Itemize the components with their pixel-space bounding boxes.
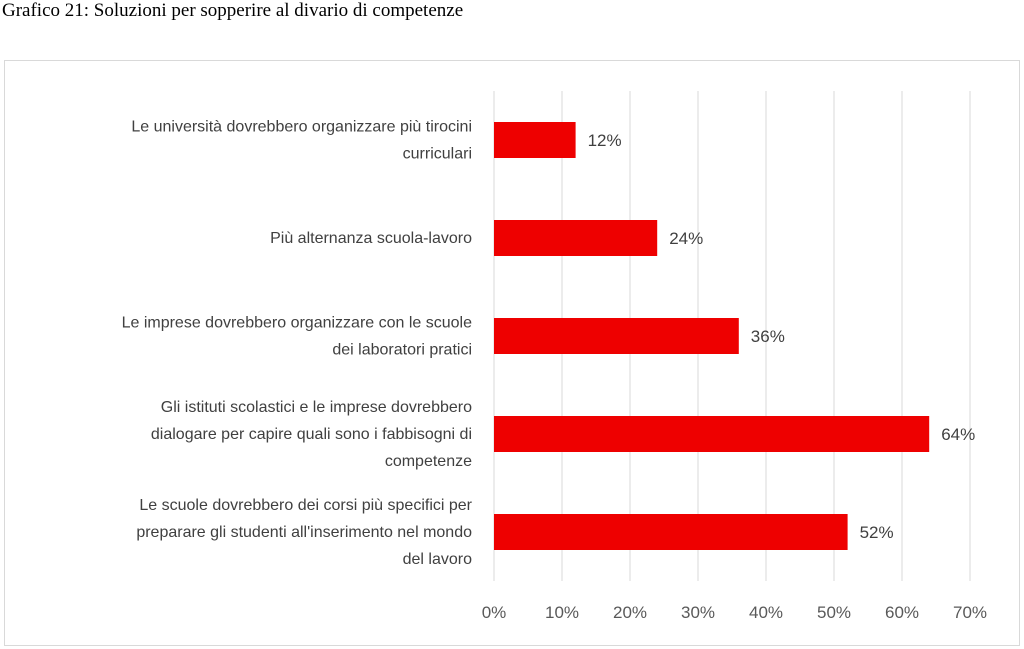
x-tick-label: 20% (613, 603, 647, 622)
category-label-line: Più alternanza scuola-lavoro (270, 230, 472, 247)
category-label-line: curriculari (403, 146, 472, 163)
bar (494, 122, 576, 158)
x-tick-label: 50% (817, 603, 851, 622)
x-tick-label: 0% (482, 603, 507, 622)
category-label: Gli istituti scolastici e le imprese dov… (151, 399, 472, 470)
x-tick-label: 70% (953, 603, 987, 622)
category-label-line: del lavoro (403, 551, 472, 568)
data-label: 64% (941, 425, 975, 444)
bar-chart: Le università dovrebbero organizzare più… (122, 91, 987, 622)
data-label: 12% (588, 131, 622, 150)
bar (494, 220, 658, 256)
bar (494, 514, 848, 550)
data-label: 24% (669, 229, 703, 248)
data-label: 36% (751, 327, 785, 346)
x-tick-label: 10% (545, 603, 579, 622)
category-label-line: Le scuole dovrebbero dei corsi più speci… (139, 497, 472, 514)
category-labels: Le università dovrebbero organizzare più… (122, 119, 473, 569)
category-label-line: dei laboratori pratici (332, 342, 472, 359)
category-label: Le scuole dovrebbero dei corsi più speci… (136, 497, 472, 568)
bar (494, 416, 930, 452)
x-tick-label: 60% (885, 603, 919, 622)
category-label-line: competenze (385, 453, 472, 470)
category-label: Più alternanza scuola-lavoro (270, 230, 472, 247)
x-tick-label: 30% (681, 603, 715, 622)
chart-area: Le università dovrebbero organizzare più… (4, 60, 1020, 646)
figure-title: Grafico 21: Soluzioni per sopperire al d… (2, 0, 464, 21)
category-label: Le università dovrebbero organizzare più… (131, 119, 472, 163)
category-label-line: Le imprese dovrebbero organizzare con le… (122, 315, 473, 332)
x-axis-tick-labels: 0% 10% 20% 30% 40% 50% 60% 70% (482, 603, 987, 622)
bars (494, 122, 930, 550)
data-labels: 12% 24% 36% 64% 52% (588, 131, 976, 542)
category-label-line: preparare gli studenti all'inserimento n… (136, 524, 472, 541)
category-label-line: Gli istituti scolastici e le imprese dov… (161, 399, 472, 416)
category-label: Le imprese dovrebbero organizzare con le… (122, 315, 473, 359)
x-tick-label: 40% (749, 603, 783, 622)
category-label-line: Le università dovrebbero organizzare più… (131, 119, 472, 136)
bar (494, 318, 739, 354)
category-label-line: dialogare per capire quali sono i fabbis… (151, 426, 472, 443)
data-label: 52% (860, 523, 894, 542)
